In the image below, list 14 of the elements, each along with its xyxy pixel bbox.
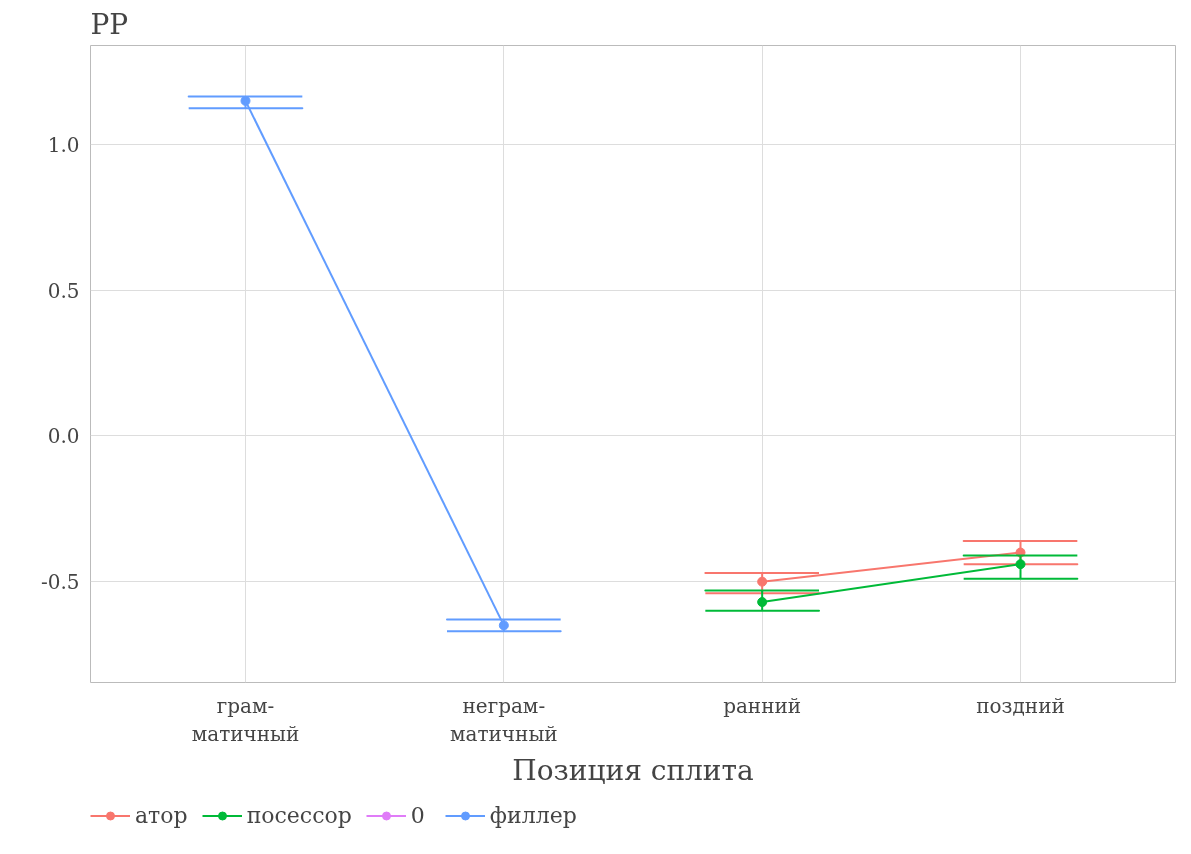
chart-title: РР xyxy=(90,7,129,41)
y-tick-label: -0.5 xyxy=(40,570,80,595)
legend-label: посессор xyxy=(246,802,352,828)
x-tick-label: поздний xyxy=(976,693,1065,718)
x-axis-title: Позиция сплита xyxy=(512,754,754,788)
legend-label: филлер xyxy=(489,802,577,828)
y-tick-label: 1.0 xyxy=(47,133,80,158)
x-tick-label: грам- матичный xyxy=(191,693,300,747)
y-tick-label: 0.0 xyxy=(47,424,80,449)
x-tick-label: ранний xyxy=(723,693,802,718)
legend-label: атор xyxy=(135,802,188,828)
x-tick-label: неграм- матичный xyxy=(450,693,558,747)
legend-label: 0 xyxy=(410,802,426,828)
y-tick-label: 0.5 xyxy=(47,278,80,303)
